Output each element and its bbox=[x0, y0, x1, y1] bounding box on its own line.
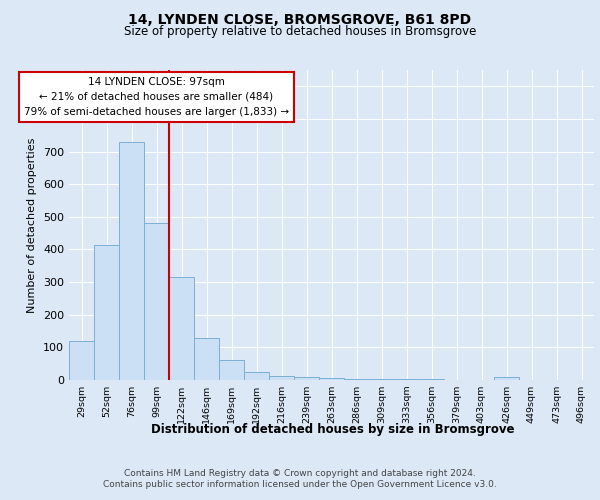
Text: Contains public sector information licensed under the Open Government Licence v3: Contains public sector information licen… bbox=[103, 480, 497, 489]
Bar bbox=[244, 372, 269, 380]
Bar bbox=[119, 142, 144, 380]
Bar bbox=[269, 376, 294, 380]
Bar bbox=[194, 338, 219, 380]
Y-axis label: Number of detached properties: Number of detached properties bbox=[28, 138, 37, 312]
Text: Contains HM Land Registry data © Crown copyright and database right 2024.: Contains HM Land Registry data © Crown c… bbox=[124, 469, 476, 478]
Bar bbox=[144, 224, 169, 380]
Bar bbox=[94, 244, 119, 380]
Bar bbox=[319, 378, 344, 380]
Bar bbox=[219, 360, 244, 380]
Bar bbox=[494, 376, 519, 380]
Bar bbox=[344, 379, 369, 380]
Bar bbox=[69, 341, 94, 380]
Bar bbox=[294, 378, 319, 380]
Text: 14, LYNDEN CLOSE, BROMSGROVE, B61 8PD: 14, LYNDEN CLOSE, BROMSGROVE, B61 8PD bbox=[128, 12, 472, 26]
Text: 14 LYNDEN CLOSE: 97sqm
← 21% of detached houses are smaller (484)
79% of semi-de: 14 LYNDEN CLOSE: 97sqm ← 21% of detached… bbox=[24, 77, 289, 116]
Bar bbox=[169, 277, 194, 380]
Text: Distribution of detached houses by size in Bromsgrove: Distribution of detached houses by size … bbox=[151, 422, 515, 436]
Text: Size of property relative to detached houses in Bromsgrove: Size of property relative to detached ho… bbox=[124, 25, 476, 38]
